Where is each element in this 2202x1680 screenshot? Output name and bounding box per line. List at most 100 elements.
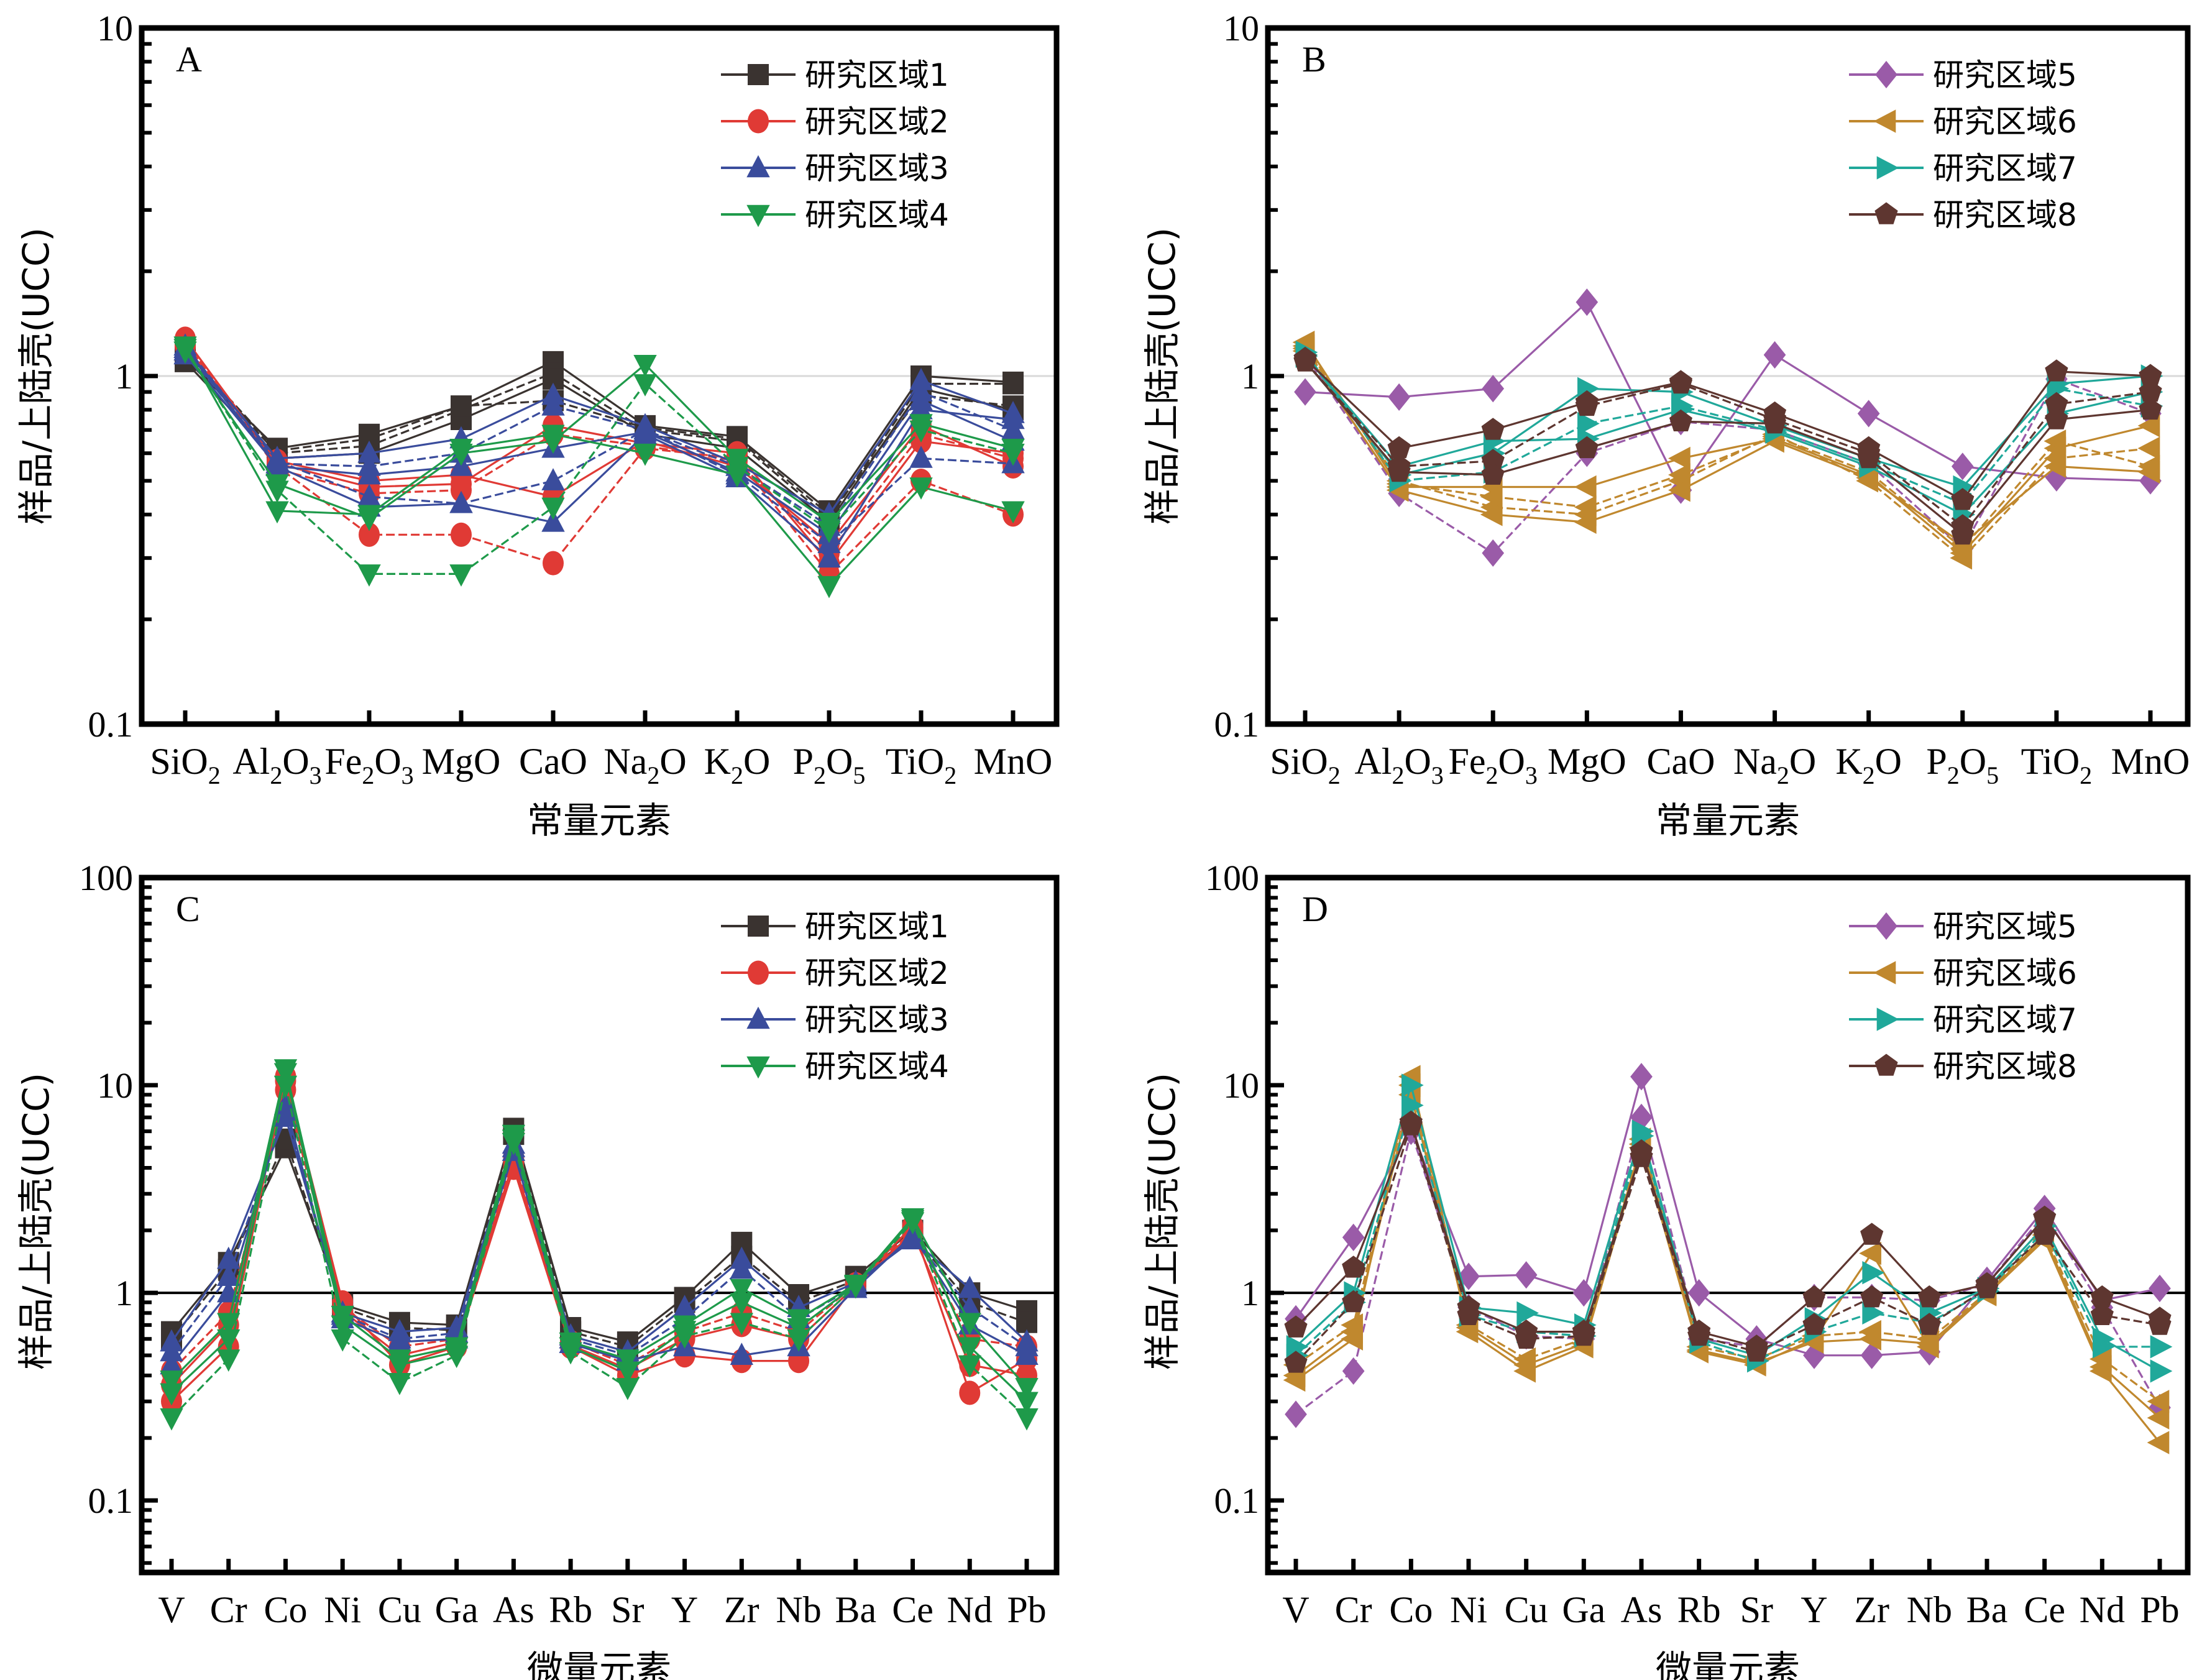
legend-marker-icon: [746, 204, 770, 227]
legend-label: 研究区域5: [1933, 909, 2077, 945]
sample-line: [184, 347, 1014, 516]
sample-line: [1304, 354, 2151, 554]
legend-label: 研究区域6: [1933, 104, 2077, 140]
data-point: [541, 497, 565, 520]
sample-line: [184, 358, 1014, 513]
plot-frame: [1265, 874, 2191, 1576]
legend-marker-icon: [1874, 202, 1898, 224]
y-tick-label: 100: [79, 858, 133, 898]
x-tick-label: Nb: [1907, 1589, 1952, 1630]
data-point: [844, 1275, 868, 1298]
sample-line: [170, 1072, 1028, 1402]
x-tick-label: Nd: [2080, 1589, 2125, 1630]
legend-marker-icon: [746, 155, 770, 178]
x-axis-title: 常量元素: [1656, 799, 1800, 842]
data-point: [1857, 446, 1881, 469]
x-tick-label: Sr: [1740, 1589, 1773, 1630]
x-tick-label: P2O5: [1926, 741, 1999, 789]
data-point: [730, 1293, 754, 1315]
data-point: [217, 1246, 241, 1269]
data-point: [543, 368, 564, 390]
data-point: [559, 1337, 582, 1360]
data-point: [672, 1295, 697, 1317]
data-point: [1916, 1331, 1939, 1356]
data-point: [1577, 411, 1600, 436]
legend-marker-icon: [748, 109, 769, 134]
legend-item: 研究区域4: [721, 197, 949, 233]
data-point: [1576, 288, 1599, 316]
data-point: [1763, 411, 1787, 434]
x-tick-label: Zr: [1854, 1589, 1889, 1630]
data-point: [958, 1275, 981, 1298]
data-point: [2148, 1313, 2172, 1335]
y-tick-label: 10: [1223, 8, 1259, 48]
data-point: [730, 1343, 754, 1365]
x-tick-label: Rb: [1677, 1589, 1721, 1630]
data-point: [1284, 1351, 1308, 1373]
data-point: [909, 397, 933, 420]
legend-item: 研究区域7: [1849, 150, 2077, 186]
data-point: [1917, 1285, 1941, 1308]
legend-marker-icon: [1873, 109, 1896, 133]
data-point: [1481, 462, 1505, 485]
legend-item: 研究区域6: [1849, 955, 2077, 991]
legend-item: 研究区域2: [721, 955, 949, 991]
x-tick-label: Ni: [324, 1589, 361, 1630]
x-tick-label: Zr: [724, 1589, 759, 1630]
data-point: [357, 440, 381, 463]
sample-line: [184, 350, 1014, 524]
legend-marker-icon: [1875, 912, 1897, 940]
legend-marker-icon: [1876, 156, 1899, 180]
data-point: [160, 1383, 183, 1406]
x-tick-label: Pb: [2140, 1589, 2179, 1630]
x-tick-label: V: [1282, 1589, 1309, 1630]
sample-line: [1304, 358, 2151, 502]
sample-line: [184, 350, 1014, 516]
data-point: [451, 522, 472, 547]
x-axis-title: 常量元素: [527, 799, 671, 842]
x-tick-label: MnO: [2111, 741, 2190, 782]
data-point: [388, 1373, 411, 1395]
x-tick-label: Nb: [776, 1589, 821, 1630]
legend-label: 研究区域8: [1933, 1049, 2077, 1085]
x-tick-label: Na2O: [603, 741, 686, 789]
data-point: [2047, 377, 2070, 400]
panel-letter: A: [176, 39, 202, 80]
series-4: [1284, 1110, 2172, 1373]
panel-letter: D: [1302, 889, 1328, 929]
data-point: [388, 1355, 411, 1378]
data-point: [2045, 407, 2068, 429]
y-tick-label: 1: [115, 356, 133, 397]
x-tick-label: As: [493, 1589, 534, 1630]
data-point: [1284, 1315, 1308, 1338]
data-point: [331, 1315, 354, 1338]
data-point: [357, 462, 381, 485]
data-point: [633, 374, 657, 397]
legend-item: 研究区域1: [721, 57, 949, 93]
data-point: [173, 336, 197, 359]
data-point: [1387, 459, 1411, 482]
legend-marker-icon: [1874, 1053, 1898, 1076]
x-tick-label: Ga: [1562, 1589, 1605, 1630]
legend-label: 研究区域3: [805, 1002, 949, 1038]
data-point: [1001, 406, 1025, 429]
legend-label: 研究区域7: [1933, 1002, 2077, 1038]
legend-label: 研究区域4: [805, 197, 949, 233]
data-point: [1802, 1285, 1826, 1308]
legend-label: 研究区域5: [1933, 57, 2077, 93]
y-tick-label: 1: [1241, 356, 1259, 397]
data-point: [725, 465, 749, 488]
panel-a: 0.1 1 10 SiO2 Al2O3 Fe2O3 MgO CaO Na2O K2O P2O5 TiO…: [15, 8, 1060, 842]
legend-item: 研究区域5: [1849, 57, 2077, 93]
y-tick-label: 1: [115, 1273, 133, 1313]
legend-marker-icon: [746, 1056, 770, 1079]
data-point: [217, 1313, 241, 1336]
data-point: [1687, 1323, 1711, 1346]
data-point: [1342, 1223, 1365, 1251]
x-tick-label: TiO2: [886, 741, 957, 789]
legend-marker-icon: [1875, 60, 1897, 89]
data-point: [1001, 443, 1025, 466]
x-tick-label: P2O5: [793, 741, 866, 789]
data-point: [1482, 539, 1505, 567]
legend-label: 研究区域2: [805, 955, 949, 991]
